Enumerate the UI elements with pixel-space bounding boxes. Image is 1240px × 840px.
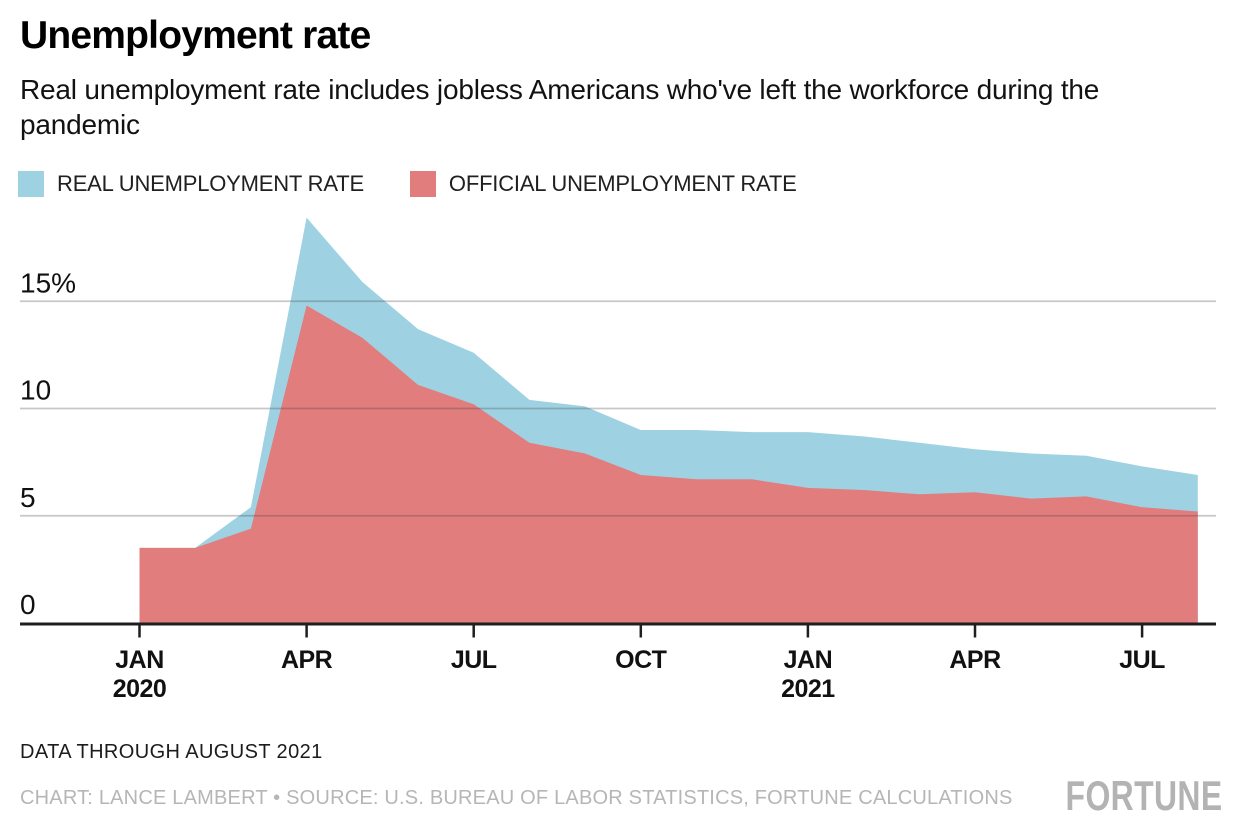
x-tick-label: APR <box>949 646 1001 674</box>
x-tick-label: OCT <box>615 646 667 674</box>
x-tick-label: APR <box>281 646 333 674</box>
legend-swatch-real-icon <box>18 171 44 197</box>
legend-swatch-official-icon <box>409 171 436 197</box>
x-tick-label: JAN <box>784 646 833 674</box>
y-tick-label: 10 <box>20 375 51 406</box>
y-tick-label: 15% <box>20 267 76 298</box>
credit-line: CHART: LANCE LAMBERT • SOURCE: U.S. BURE… <box>20 787 1013 809</box>
x-tick-year-label: 2021 <box>781 675 835 703</box>
legend: REAL UNEMPLOYMENT RATE OFFICIAL UNEMPLOY… <box>18 171 843 197</box>
legend-label-official: OFFICIAL UNEMPLOYMENT RATE <box>448 171 797 196</box>
x-tick-label: JUL <box>1119 646 1165 674</box>
y-tick-label: 5 <box>20 482 36 513</box>
fortune-logo: FORTUNE <box>1065 772 1222 819</box>
legend-label-real: REAL UNEMPLOYMENT RATE <box>57 171 364 196</box>
y-tick-label: 0 <box>20 589 36 620</box>
chart-subtitle: Real unemployment rate includes jobless … <box>20 74 1100 140</box>
x-tick-year-label: 2020 <box>113 675 167 703</box>
legend-item-official: OFFICIAL UNEMPLOYMENT RATE <box>409 171 797 197</box>
x-tick-label: JUL <box>451 646 497 674</box>
legend-item-real: REAL UNEMPLOYMENT RATE <box>18 171 364 197</box>
x-tick-label: JAN <box>115 646 164 674</box>
data-note: DATA THROUGH AUGUST 2021 <box>20 741 323 763</box>
area-official-unemployment <box>139 305 1198 623</box>
chart-title: Unemployment rate <box>20 14 371 57</box>
